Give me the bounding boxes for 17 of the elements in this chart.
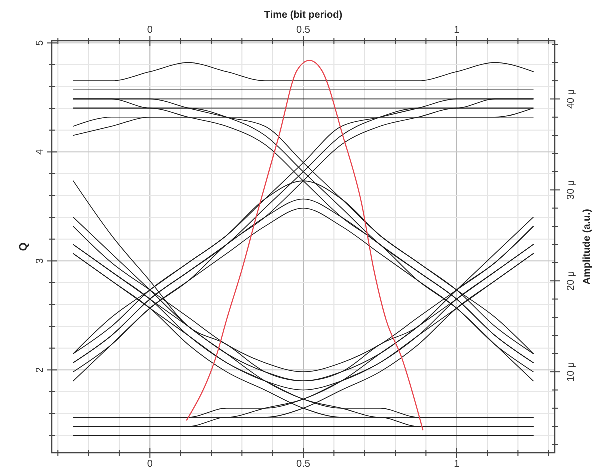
y2-tick-label: 40 μ [566, 89, 577, 110]
x-tick-label: 0 [147, 25, 154, 36]
x2-tick-label: 0.5 [296, 459, 311, 470]
x2-tick-label: 0 [147, 459, 154, 470]
y2-tick-label: 30 μ [566, 180, 577, 200]
y-tick-label: 3 [35, 258, 46, 264]
x2-axis-title: Time (bit period) [264, 10, 343, 21]
x-tick-label: 0.5 [296, 25, 311, 36]
y-axis-title: Q [18, 242, 30, 252]
x2-tick-label: 1 [454, 459, 460, 470]
y-tick-label: 2 [35, 366, 46, 373]
y-tick-label: 4 [35, 148, 46, 155]
y2-tick-label: 20 μ [566, 271, 577, 291]
y-tick-label: 5 [35, 40, 46, 46]
y2-axis-title: Amplitude (a.u.) [582, 209, 593, 285]
y2-tick-label: 10 μ [566, 362, 577, 382]
x-tick-label: 1 [454, 25, 460, 36]
